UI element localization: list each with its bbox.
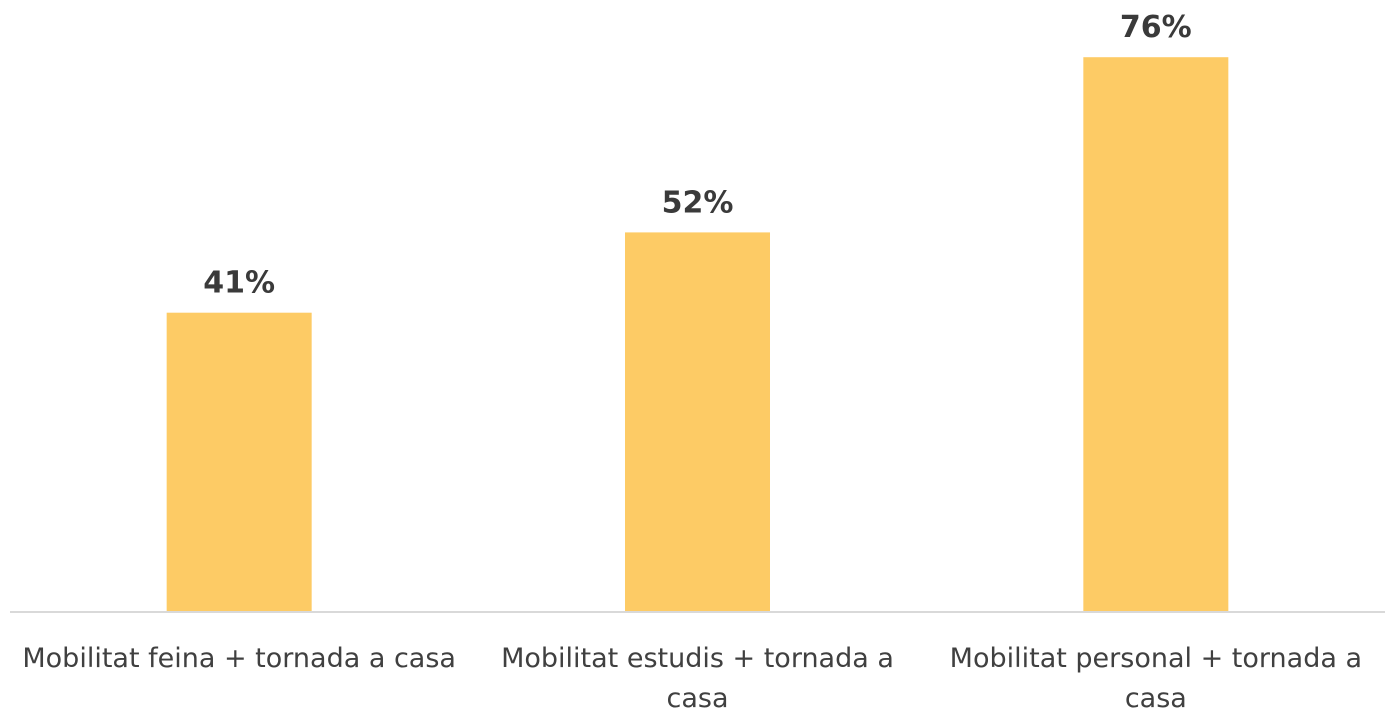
category-label-line: casa	[666, 683, 728, 708]
data-label-2: 52%	[662, 185, 734, 220]
category-label-2: Mobilitat estudis + tornada a casa	[501, 643, 894, 708]
category-labels-group: Mobilitat feina + tornada a casa Mobilita…	[22, 643, 1362, 708]
category-label-line: Mobilitat feina + tornada a casa	[22, 643, 456, 674]
bar-1	[166, 312, 312, 612]
category-label-line: Mobilitat personal + tornada a	[950, 643, 1362, 674]
category-label-line: casa	[1125, 683, 1187, 708]
category-label-3: Mobilitat personal + tornada a casa	[950, 643, 1362, 708]
bar-2	[625, 232, 770, 612]
data-label-1: 41%	[203, 266, 275, 301]
bar-3	[1083, 57, 1229, 612]
data-label-3: 76%	[1120, 10, 1192, 45]
category-label-1: Mobilitat feina + tornada a casa	[22, 643, 456, 674]
value-labels-group: 41% 52% 76%	[203, 10, 1191, 301]
bars-group	[166, 57, 1229, 612]
category-label-line: Mobilitat estudis + tornada a	[501, 643, 894, 674]
